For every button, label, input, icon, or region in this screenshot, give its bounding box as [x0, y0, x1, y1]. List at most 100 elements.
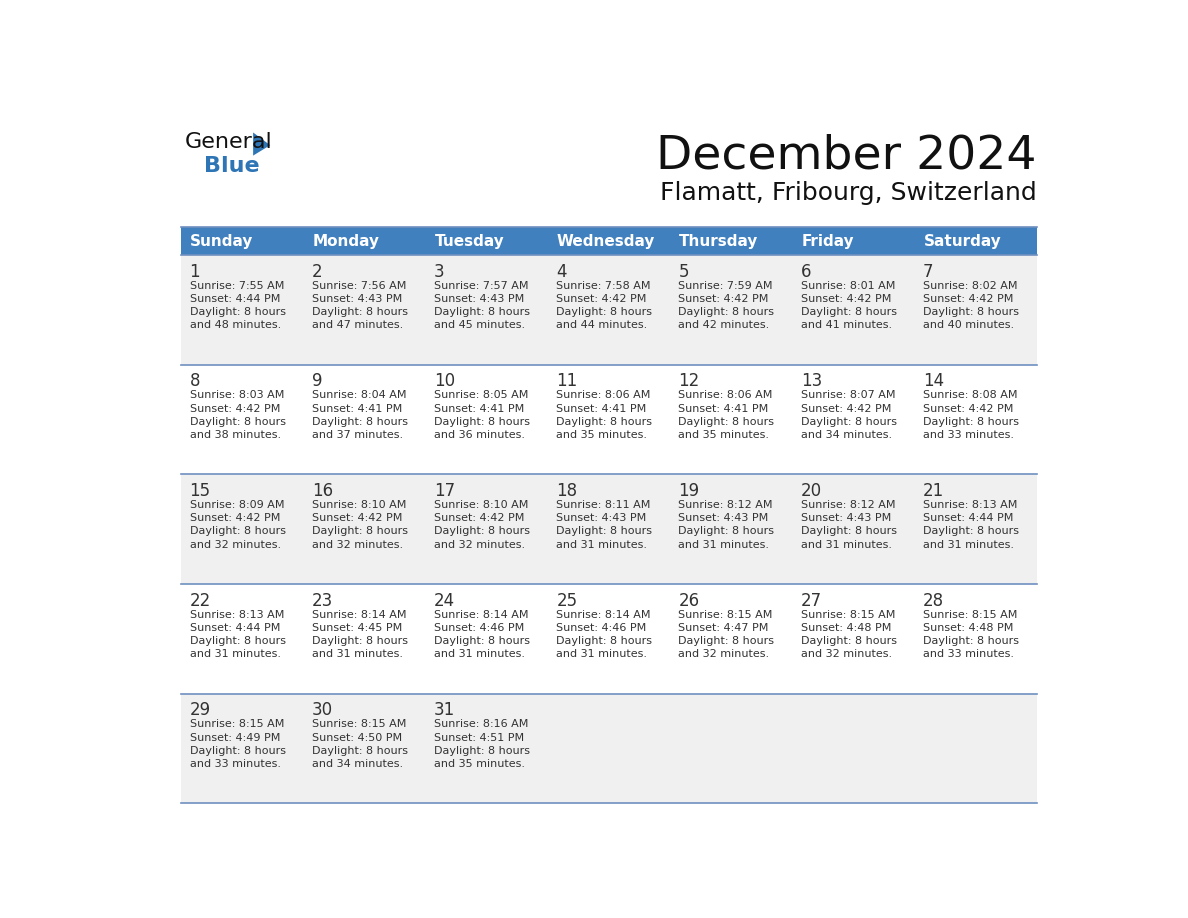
Text: Sunrise: 7:55 AM: Sunrise: 7:55 AM [190, 281, 284, 291]
Text: Sunrise: 8:06 AM: Sunrise: 8:06 AM [678, 390, 773, 400]
Bar [425, 227, 548, 255]
Bar [670, 227, 792, 255]
Text: Sunset: 4:44 PM: Sunset: 4:44 PM [190, 623, 280, 633]
Text: Daylight: 8 hours: Daylight: 8 hours [923, 308, 1019, 318]
Text: and 45 minutes.: and 45 minutes. [434, 320, 525, 330]
Bar [425, 255, 548, 364]
Text: Sunrise: 8:07 AM: Sunrise: 8:07 AM [801, 390, 896, 400]
Text: and 33 minutes.: and 33 minutes. [923, 649, 1013, 659]
Text: Sunset: 4:42 PM: Sunset: 4:42 PM [801, 404, 891, 414]
Text: and 44 minutes.: and 44 minutes. [556, 320, 647, 330]
Bar [181, 255, 303, 364]
Text: and 31 minutes.: and 31 minutes. [923, 540, 1013, 550]
Text: 4: 4 [556, 263, 567, 281]
Text: and 31 minutes.: and 31 minutes. [434, 649, 525, 659]
Text: Sunrise: 8:16 AM: Sunrise: 8:16 AM [434, 720, 529, 729]
Text: Sunrise: 8:08 AM: Sunrise: 8:08 AM [923, 390, 1017, 400]
Text: Daylight: 8 hours: Daylight: 8 hours [923, 527, 1019, 536]
Text: Tuesday: Tuesday [435, 233, 505, 249]
Text: Blue: Blue [204, 156, 260, 176]
Text: Sunset: 4:47 PM: Sunset: 4:47 PM [678, 623, 769, 633]
Text: Sunrise: 7:58 AM: Sunrise: 7:58 AM [556, 281, 651, 291]
Text: Daylight: 8 hours: Daylight: 8 hours [311, 636, 407, 646]
Text: 6: 6 [801, 263, 811, 281]
Text: 13: 13 [801, 373, 822, 390]
Bar [670, 475, 792, 584]
Text: Daylight: 8 hours: Daylight: 8 hours [801, 527, 897, 536]
Text: and 31 minutes.: and 31 minutes. [801, 540, 892, 550]
Text: Sunrise: 8:09 AM: Sunrise: 8:09 AM [190, 500, 284, 510]
Bar [915, 255, 1037, 364]
Text: 25: 25 [556, 591, 577, 610]
Text: 1: 1 [190, 263, 201, 281]
Text: and 38 minutes.: and 38 minutes. [190, 431, 280, 440]
Text: Daylight: 8 hours: Daylight: 8 hours [434, 636, 530, 646]
Text: Sunrise: 8:15 AM: Sunrise: 8:15 AM [311, 720, 406, 729]
Bar [792, 475, 915, 584]
Text: Sunset: 4:42 PM: Sunset: 4:42 PM [190, 404, 280, 414]
Text: 16: 16 [311, 482, 333, 500]
Bar [792, 584, 915, 693]
Text: Sunset: 4:50 PM: Sunset: 4:50 PM [311, 733, 402, 743]
Text: Sunrise: 8:03 AM: Sunrise: 8:03 AM [190, 390, 284, 400]
Text: Sunrise: 8:04 AM: Sunrise: 8:04 AM [311, 390, 406, 400]
Bar [425, 693, 548, 803]
Bar [670, 255, 792, 364]
Text: Daylight: 8 hours: Daylight: 8 hours [190, 527, 285, 536]
Text: Sunset: 4:51 PM: Sunset: 4:51 PM [434, 733, 524, 743]
Text: Sunset: 4:43 PM: Sunset: 4:43 PM [801, 513, 891, 523]
Text: Daylight: 8 hours: Daylight: 8 hours [190, 417, 285, 427]
Bar [548, 693, 670, 803]
Text: and 33 minutes.: and 33 minutes. [923, 431, 1013, 440]
Text: Daylight: 8 hours: Daylight: 8 hours [678, 527, 775, 536]
Text: Sunset: 4:48 PM: Sunset: 4:48 PM [801, 623, 891, 633]
Text: 15: 15 [190, 482, 210, 500]
Text: Sunset: 4:42 PM: Sunset: 4:42 PM [311, 513, 403, 523]
Text: Saturday: Saturday [924, 233, 1001, 249]
Text: and 31 minutes.: and 31 minutes. [190, 649, 280, 659]
Text: Daylight: 8 hours: Daylight: 8 hours [190, 308, 285, 318]
Text: Sunset: 4:46 PM: Sunset: 4:46 PM [434, 623, 524, 633]
Text: Sunrise: 8:12 AM: Sunrise: 8:12 AM [678, 500, 773, 510]
Bar [670, 364, 792, 475]
Text: and 36 minutes.: and 36 minutes. [434, 431, 525, 440]
Text: Sunrise: 7:57 AM: Sunrise: 7:57 AM [434, 281, 529, 291]
Text: Sunset: 4:41 PM: Sunset: 4:41 PM [556, 404, 646, 414]
Text: Sunrise: 8:13 AM: Sunrise: 8:13 AM [190, 610, 284, 620]
Text: Sunset: 4:42 PM: Sunset: 4:42 PM [678, 294, 769, 304]
Text: Sunrise: 8:15 AM: Sunrise: 8:15 AM [190, 720, 284, 729]
Text: Sunset: 4:43 PM: Sunset: 4:43 PM [311, 294, 402, 304]
Text: 28: 28 [923, 591, 944, 610]
Text: Daylight: 8 hours: Daylight: 8 hours [801, 417, 897, 427]
Text: 8: 8 [190, 373, 200, 390]
Text: and 48 minutes.: and 48 minutes. [190, 320, 280, 330]
Text: and 37 minutes.: and 37 minutes. [311, 431, 403, 440]
Bar [915, 227, 1037, 255]
Text: Sunset: 4:44 PM: Sunset: 4:44 PM [923, 513, 1013, 523]
Text: Daylight: 8 hours: Daylight: 8 hours [556, 417, 652, 427]
Text: 14: 14 [923, 373, 944, 390]
Text: Sunset: 4:42 PM: Sunset: 4:42 PM [434, 513, 524, 523]
Bar [181, 227, 303, 255]
Text: Sunrise: 8:14 AM: Sunrise: 8:14 AM [311, 610, 406, 620]
Text: Friday: Friday [802, 233, 854, 249]
Text: Sunrise: 8:11 AM: Sunrise: 8:11 AM [556, 500, 651, 510]
Text: 21: 21 [923, 482, 944, 500]
Text: Sunrise: 8:15 AM: Sunrise: 8:15 AM [923, 610, 1017, 620]
Bar [792, 364, 915, 475]
Text: 31: 31 [434, 701, 455, 719]
Text: Daylight: 8 hours: Daylight: 8 hours [434, 745, 530, 756]
Text: Daylight: 8 hours: Daylight: 8 hours [801, 308, 897, 318]
Text: Sunset: 4:43 PM: Sunset: 4:43 PM [678, 513, 769, 523]
Bar [670, 693, 792, 803]
Text: Daylight: 8 hours: Daylight: 8 hours [311, 308, 407, 318]
Polygon shape [253, 132, 270, 155]
Text: and 31 minutes.: and 31 minutes. [556, 540, 647, 550]
Text: Sunrise: 8:05 AM: Sunrise: 8:05 AM [434, 390, 529, 400]
Bar [181, 475, 303, 584]
Text: Sunrise: 8:10 AM: Sunrise: 8:10 AM [434, 500, 529, 510]
Text: Sunset: 4:42 PM: Sunset: 4:42 PM [190, 513, 280, 523]
Bar [303, 227, 425, 255]
Text: 3: 3 [434, 263, 444, 281]
Text: and 32 minutes.: and 32 minutes. [311, 540, 403, 550]
